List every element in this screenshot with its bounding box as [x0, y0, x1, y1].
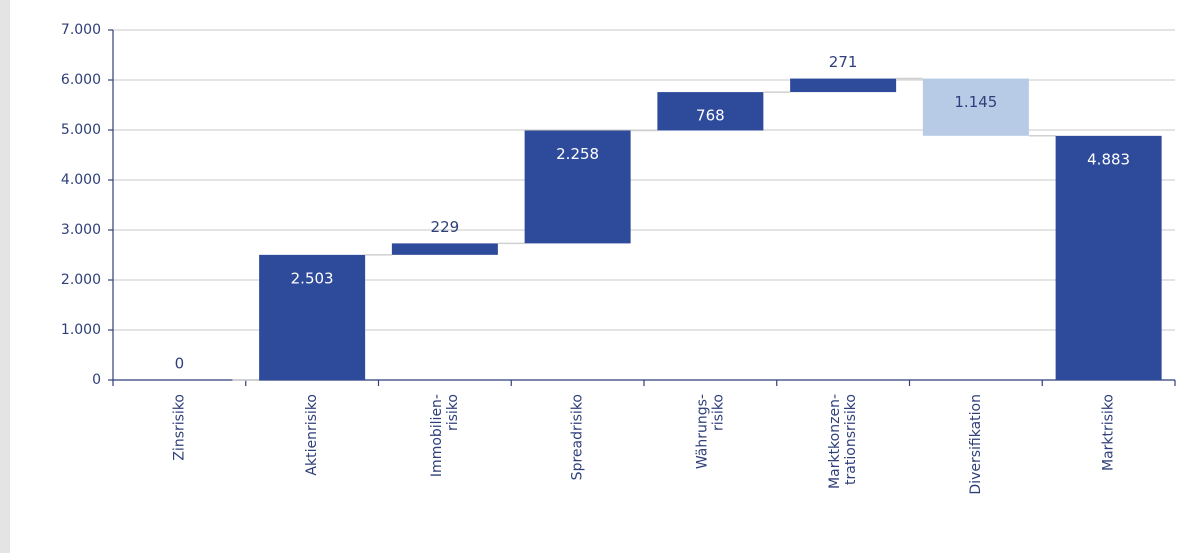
y-tick-label: 4.000 — [61, 172, 101, 188]
y-tick-label: 5.000 — [61, 122, 101, 138]
x-tick-label: Spreadrisiko — [570, 394, 586, 480]
bar — [790, 78, 897, 93]
x-tick-label: Diversifikation — [968, 394, 984, 495]
side-strip — [0, 0, 10, 553]
y-tick-label: 1.000 — [61, 322, 101, 338]
value-label: 4.883 — [1087, 150, 1130, 168]
x-tick-label: Marktrisiko — [1101, 394, 1117, 471]
value-label: 0 — [175, 355, 185, 373]
bar — [1055, 135, 1162, 380]
bar — [391, 243, 498, 255]
bar — [259, 254, 366, 380]
y-tick-label: 3.000 — [61, 222, 101, 238]
bar — [657, 92, 764, 131]
bar — [524, 130, 631, 244]
bar — [922, 78, 1029, 136]
value-label: 2.503 — [291, 269, 334, 287]
y-tick-label: 6.000 — [61, 72, 101, 88]
x-tick-label: Aktienrisiko — [304, 394, 320, 476]
x-tick-label: Immobilien-risiko — [429, 394, 461, 477]
value-label: 1.145 — [954, 93, 997, 111]
y-tick-label: 0 — [92, 372, 101, 388]
y-tick-label: 7.000 — [61, 22, 101, 38]
y-tick-label: 2.000 — [61, 272, 101, 288]
value-label: 768 — [696, 107, 725, 125]
x-tick-label: Währungs-risiko — [694, 394, 726, 469]
x-tick-label: Marktkonzen-trationsrisiko — [827, 394, 859, 489]
value-label: 271 — [829, 53, 858, 71]
value-label: 229 — [431, 218, 460, 236]
x-tick-label: Zinsrisiko — [171, 394, 187, 461]
value-label: 2.258 — [556, 145, 599, 163]
